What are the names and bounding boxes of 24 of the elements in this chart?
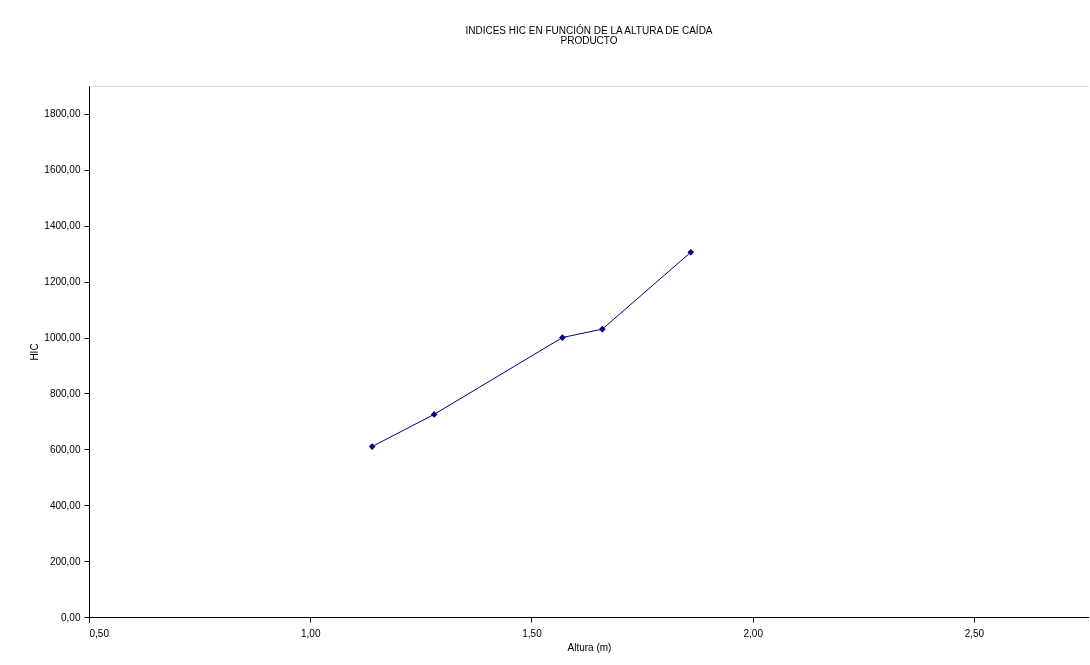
y-tick-label: 1600,00 <box>44 164 81 176</box>
chart-title: INDICES HIC EN FUNCIÓN DE LA ALTURA DE CAÍDA <box>465 24 713 36</box>
y-tick-label: 200,00 <box>49 555 81 567</box>
x-tick-label: 1,50 <box>522 627 543 639</box>
y-tick-label: 1200,00 <box>44 276 81 288</box>
x-tick-label: 2,00 <box>743 627 764 639</box>
y-tick-label: 600,00 <box>49 443 81 455</box>
y-tick-label: 1000,00 <box>44 332 81 344</box>
x-tick-label: 0,50 <box>89 627 110 639</box>
x-axis-title: Altura (m) <box>567 641 612 653</box>
point <box>559 334 566 341</box>
y-tick-label: 800,00 <box>49 387 81 399</box>
y-tick-label: 0,00 <box>61 611 81 623</box>
x-tick-label: 1,00 <box>301 627 321 639</box>
chart-subtitle: PRODUCTO <box>560 35 618 46</box>
point <box>368 443 376 450</box>
x-tick-label: 2,50 <box>964 627 985 639</box>
y-tick-label: 1400,00 <box>44 220 81 232</box>
y-axis-title: HIC <box>29 343 41 361</box>
y-tick-label: 1800,00 <box>44 108 81 120</box>
point <box>598 325 606 333</box>
point <box>687 248 695 256</box>
point <box>430 411 438 418</box>
y-tick-label: 400,00 <box>49 499 81 511</box>
